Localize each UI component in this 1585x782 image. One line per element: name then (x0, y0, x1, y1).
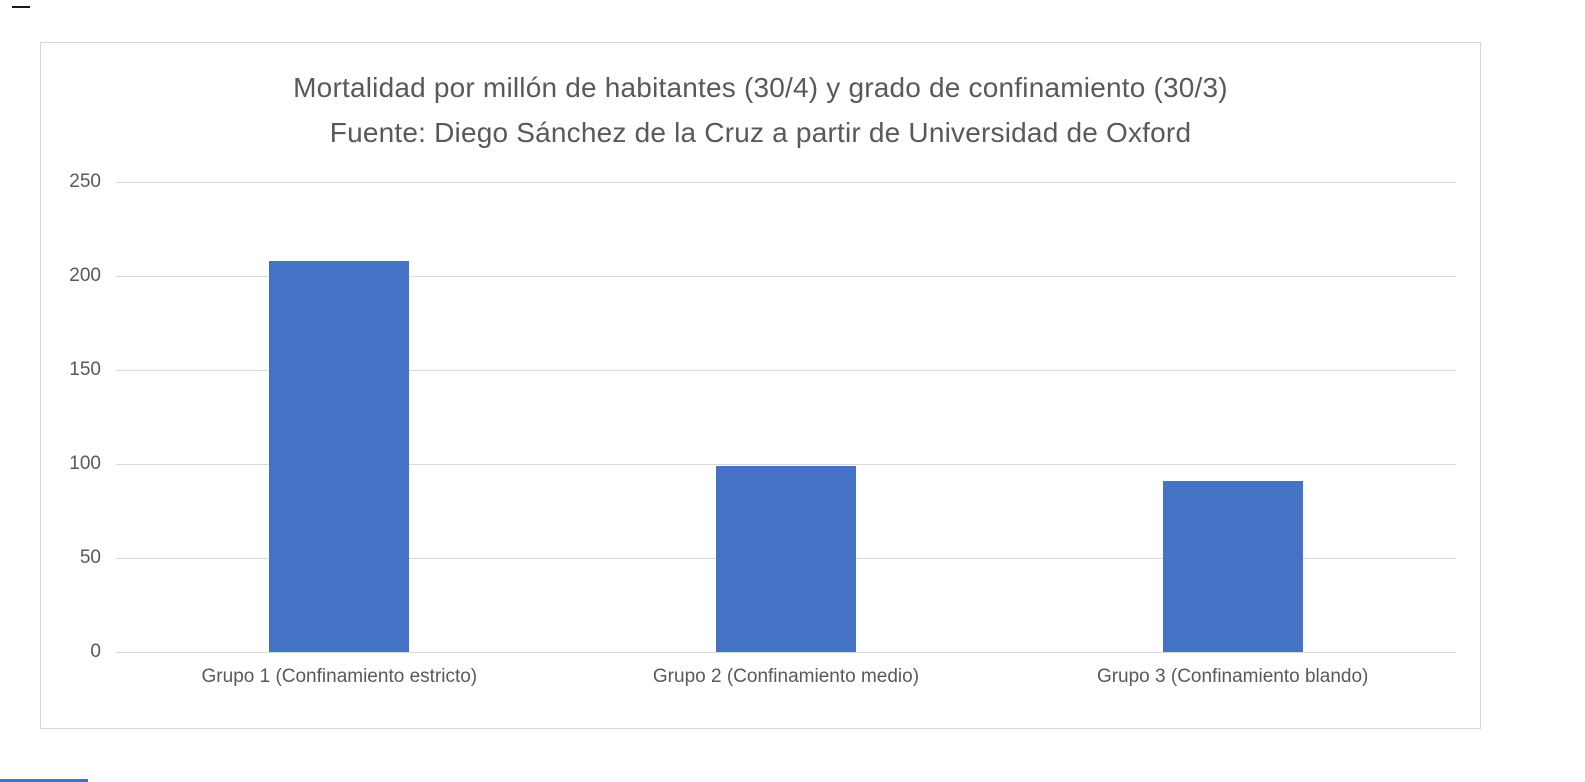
gridline (116, 369, 1456, 371)
x-category-label: Grupo 2 (Confinamiento medio) (652, 666, 920, 687)
x-axis-line (116, 651, 1456, 653)
plot-area: 0 50 100 150 200 250 Grupo 1 (Confinamiento es… (69, 171, 1456, 687)
gridline (116, 275, 1456, 277)
x-category-label: Grupo 1 (Confinamiento estricto) (201, 666, 478, 687)
gridline (116, 463, 1456, 465)
chart-title: Mortalidad por millón de habitantes (30/… (293, 72, 1228, 103)
chart-subtitle: Fuente: Diego Sánchez de la Cruz a parti… (329, 117, 1192, 148)
gridline (116, 181, 1456, 183)
y-tick-label: 0 (90, 641, 101, 662)
top-left-dash-artifact (12, 6, 30, 8)
bar (269, 260, 410, 652)
y-tick-label: 200 (69, 265, 101, 286)
y-tick-label: 150 (69, 359, 101, 380)
chart-title-block: Mortalidad por millón de habitantes (30/… (41, 65, 1480, 155)
bar (1162, 480, 1303, 652)
y-tick-label: 100 (69, 453, 101, 474)
x-category-label: Grupo 3 (Confinamiento blando) (1096, 666, 1369, 687)
y-tick-label: 50 (79, 547, 101, 568)
chart-container: Mortalidad por millón de habitantes (30/… (40, 42, 1481, 729)
bar (716, 465, 856, 652)
bottom-left-blue-strip-artifact (0, 779, 88, 782)
y-tick-label: 250 (69, 171, 101, 192)
